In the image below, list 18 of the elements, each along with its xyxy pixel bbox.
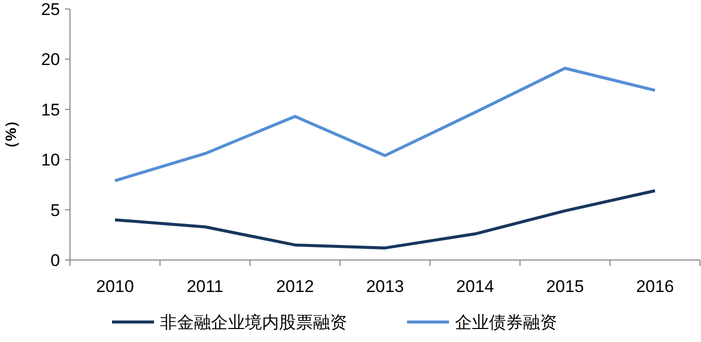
line-series [114,66,656,182]
x-tick-label: 2012 [276,277,314,296]
y-axis-title: （%） [3,112,20,156]
y-tick-label: 20 [41,50,60,70]
y-tick-label: 25 [41,0,60,19]
y-tick-label: 15 [41,100,60,120]
line-series [114,189,656,250]
legend-label: 非金融企业境内股票融资 [160,313,347,332]
x-tick-label: 2016 [636,277,674,296]
x-tick-label: 2015 [546,277,584,296]
x-tick-label: 2010 [96,277,134,296]
x-tick-label: 2011 [186,277,224,296]
x-tick-label: 2013 [366,277,404,296]
y-tick-label: 10 [41,150,60,170]
y-tick-label: 5 [50,200,60,220]
x-tick-label: 2014 [456,277,494,296]
legend-label: 企业债券融资 [455,313,557,332]
y-tick-label: 0 [50,251,60,270]
